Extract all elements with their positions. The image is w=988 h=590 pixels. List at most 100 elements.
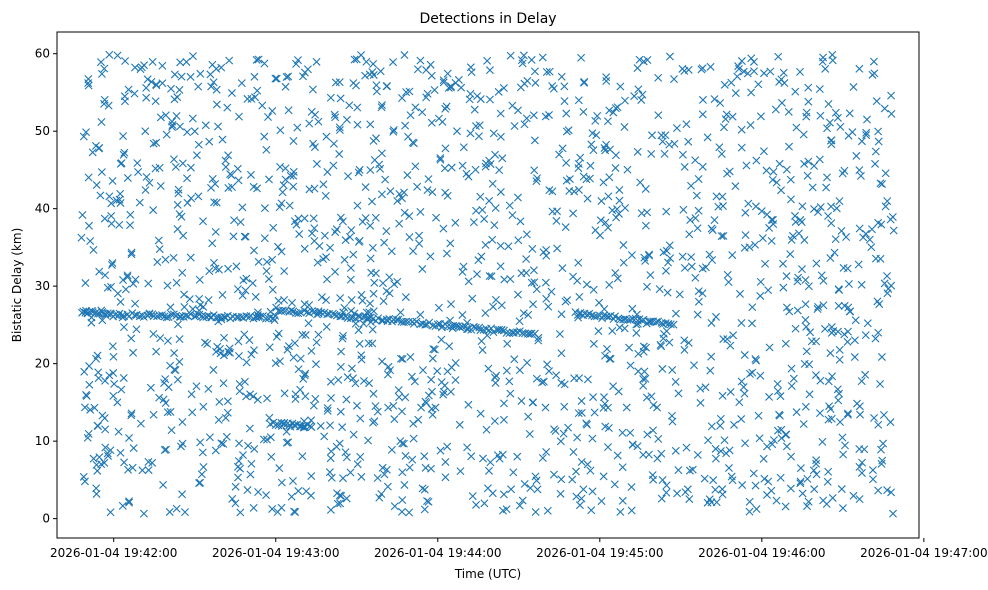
- detection-point: [837, 485, 846, 494]
- detection-point: [430, 86, 439, 94]
- detection-point: [560, 97, 569, 106]
- detection-point: [757, 207, 766, 216]
- detection-point: [701, 383, 710, 392]
- detection-point: [377, 103, 386, 112]
- detection-point: [441, 104, 450, 113]
- detection-point: [541, 278, 550, 287]
- detection-point: [372, 87, 381, 96]
- detection-point: [876, 179, 885, 188]
- detection-point: [100, 99, 109, 108]
- detection-point: [594, 327, 603, 336]
- detection-point: [599, 178, 608, 187]
- detection-point: [552, 371, 561, 380]
- detection-point: [276, 126, 285, 135]
- detection-point: [614, 209, 623, 218]
- detection-point: [522, 255, 531, 264]
- detection-point: [411, 103, 420, 112]
- detection-point: [649, 401, 658, 410]
- detection-point: [439, 76, 448, 85]
- detection-point: [284, 106, 293, 115]
- detection-point: [886, 418, 895, 427]
- detection-point: [639, 381, 648, 390]
- detection-point: [280, 418, 289, 427]
- detection-point: [412, 317, 421, 326]
- detection-point: [90, 403, 99, 412]
- detection-point: [483, 484, 492, 493]
- detection-point: [707, 352, 716, 361]
- detection-point: [675, 290, 684, 299]
- detection-point: [405, 233, 414, 242]
- detection-point: [469, 218, 478, 227]
- detection-point: [170, 95, 179, 104]
- detection-point: [375, 493, 384, 502]
- detection-point: [187, 194, 196, 203]
- detection-point: [329, 139, 338, 148]
- detection-point: [180, 303, 189, 311]
- detection-point: [674, 389, 683, 398]
- detection-point: [801, 315, 810, 324]
- detection-point: [802, 347, 811, 356]
- detection-point: [468, 492, 477, 501]
- detection-point: [776, 473, 785, 482]
- detection-point: [116, 448, 125, 457]
- detection-point: [574, 409, 583, 418]
- detection-point: [397, 507, 406, 516]
- detection-point: [605, 354, 614, 363]
- detection-point: [826, 349, 835, 358]
- detection-point: [813, 305, 822, 314]
- detection-point: [719, 335, 728, 344]
- detection-point: [249, 182, 258, 191]
- detection-point: [693, 450, 702, 459]
- detection-point: [323, 406, 332, 415]
- detection-point: [304, 319, 313, 328]
- detection-point: [604, 223, 613, 232]
- detection-point: [357, 290, 366, 299]
- detection-point: [597, 497, 606, 506]
- detection-point: [741, 231, 750, 240]
- detection-point: [300, 371, 309, 380]
- x-tick-label: 2026-01-04 19:44:00: [374, 546, 501, 560]
- detection-point: [171, 162, 180, 171]
- detection-point: [803, 502, 812, 511]
- detection-point: [822, 183, 831, 192]
- detection-point: [671, 377, 680, 386]
- detection-point: [828, 372, 837, 381]
- detection-point: [720, 436, 729, 445]
- detection-point: [387, 247, 396, 256]
- detection-point: [807, 337, 816, 346]
- detection-point: [372, 81, 381, 90]
- detection-point: [787, 382, 796, 391]
- detection-point: [101, 271, 110, 280]
- detection-point: [224, 264, 233, 273]
- detection-point: [497, 325, 506, 334]
- detection-point: [121, 285, 130, 294]
- detection-point: [195, 275, 204, 284]
- detection-point: [730, 420, 739, 429]
- detection-point: [672, 124, 681, 133]
- detection-point: [593, 111, 602, 120]
- detection-point: [428, 354, 437, 363]
- detection-point: [383, 370, 392, 379]
- detection-point: [395, 393, 404, 402]
- detection-point: [149, 139, 158, 148]
- detection-point: [671, 446, 680, 455]
- detection-point: [763, 442, 772, 451]
- detection-point: [401, 393, 410, 402]
- detection-point: [530, 166, 539, 175]
- detection-point: [77, 233, 86, 242]
- detection-point: [346, 263, 355, 272]
- detection-point: [322, 296, 331, 305]
- detection-point: [292, 220, 301, 229]
- detection-point: [378, 101, 386, 110]
- detection-point: [229, 232, 238, 241]
- detection-point: [289, 171, 298, 180]
- detection-point: [601, 146, 610, 155]
- detection-point: [670, 75, 679, 84]
- detection-point: [149, 329, 158, 338]
- detection-point: [115, 195, 124, 204]
- detection-point: [80, 367, 89, 376]
- detection-point: [727, 472, 736, 481]
- detection-point: [346, 232, 354, 241]
- detection-point: [405, 463, 414, 472]
- detection-point: [241, 286, 250, 295]
